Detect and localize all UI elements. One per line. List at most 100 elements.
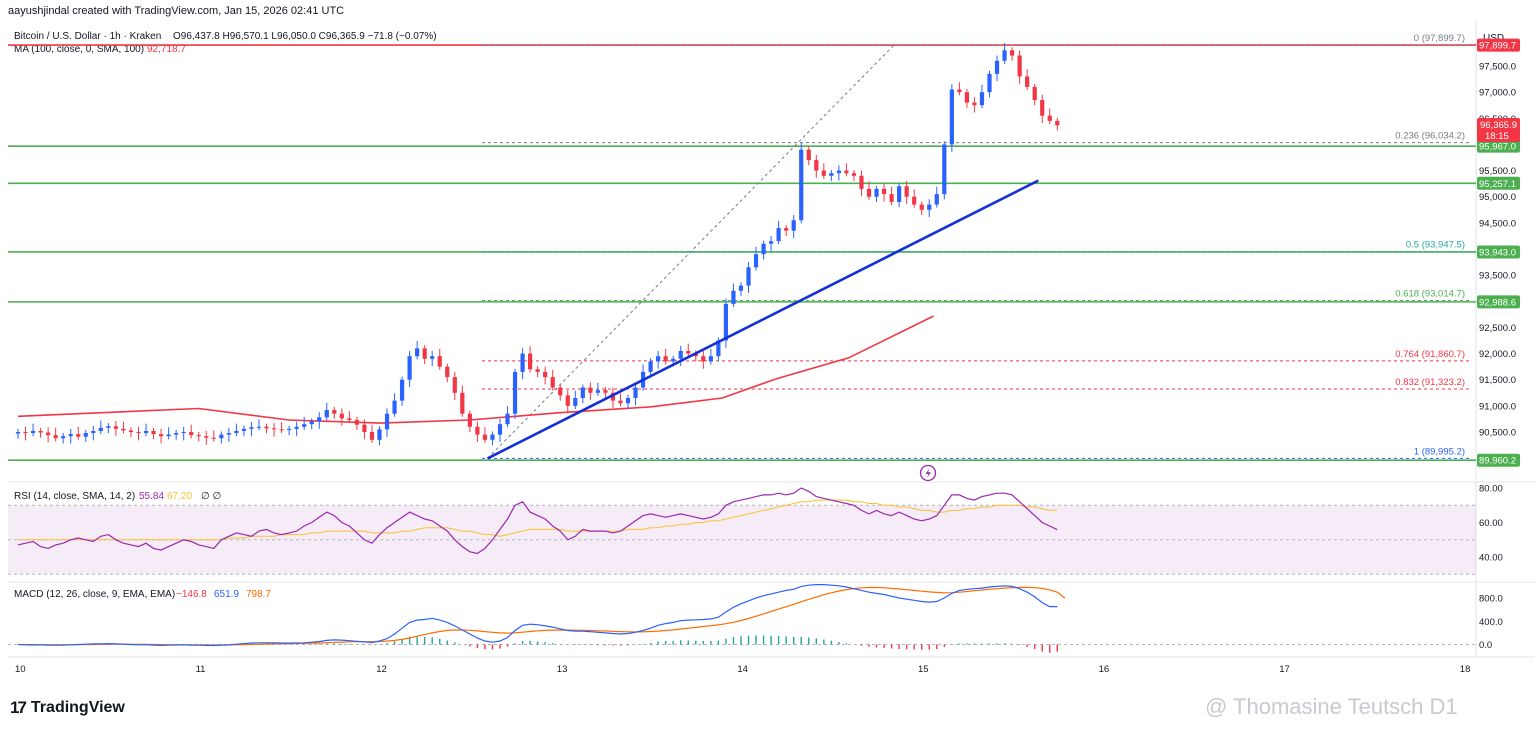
candle-body[interactable] [799,149,804,221]
candle-body[interactable] [399,379,405,401]
candle-body[interactable] [174,433,179,435]
candle-body[interactable] [121,428,126,431]
candle-body[interactable] [1055,120,1060,126]
flash-icon[interactable] [919,464,937,482]
candle-body[interactable] [686,350,691,354]
candle-body[interactable] [942,144,947,195]
candle-body[interactable] [776,228,781,242]
candle-body[interactable] [249,427,254,429]
candle-body[interactable] [30,430,36,434]
candle-body[interactable] [384,413,390,430]
candle-body[interactable] [949,89,954,145]
candle-body[interactable] [550,377,555,388]
candle-body[interactable] [512,371,518,414]
candle-body[interactable] [595,390,600,393]
candle-body[interactable] [445,366,450,378]
candle-body[interactable] [68,434,73,437]
candle-body[interactable] [98,427,103,431]
candle-body[interactable] [1025,76,1030,87]
candle-body[interactable] [136,432,141,434]
candle-body[interactable] [317,417,322,422]
candle-body[interactable] [369,432,375,440]
candle-body[interactable] [430,356,435,359]
candle-body[interactable] [897,186,902,202]
candle-body[interactable] [53,435,58,439]
currency-label[interactable]: USD [1483,33,1504,44]
candle-body[interactable] [859,175,864,189]
candle-body[interactable] [731,290,736,304]
candle-body[interactable] [708,356,713,362]
candle-body[interactable] [866,188,872,197]
candle-body[interactable] [204,436,209,438]
candle-body[interactable] [15,432,21,434]
candle-body[interactable] [83,433,88,437]
candle-body[interactable] [851,173,857,176]
candle-body[interactable] [565,395,570,406]
candle-body[interactable] [302,424,307,427]
candle-body[interactable] [746,267,751,286]
candle-body[interactable] [76,434,81,437]
candle-body[interactable] [143,430,149,434]
candle-body[interactable] [1040,99,1045,116]
candle-body[interactable] [881,188,887,195]
candle-body[interactable] [91,430,96,434]
candle-body[interactable] [226,433,231,435]
candle-body[interactable] [271,428,277,430]
candle-body[interactable] [362,424,367,432]
candle-body[interactable] [309,421,314,425]
candle-body[interactable] [377,429,382,440]
candle-body[interactable] [716,340,721,357]
candle-body[interactable] [979,92,985,106]
trend-line[interactable] [486,179,1039,460]
candle-body[interactable] [505,413,510,425]
candle-body[interactable] [761,243,766,255]
candle-body[interactable] [844,170,849,174]
candle-body[interactable] [196,435,201,437]
candle-body[interactable] [339,413,344,419]
candle-body[interactable] [987,73,992,93]
candle-body[interactable] [919,204,924,210]
candle-body[interactable] [166,434,171,437]
candle-body[interactable] [904,186,909,197]
candle-body[interactable] [927,204,932,210]
candle-body[interactable] [392,400,397,414]
candle-body[interactable] [1002,50,1007,61]
candle-body[interactable] [633,387,638,399]
candle-body[interactable] [452,377,457,393]
candle-body[interactable] [241,428,247,431]
candle-body[interactable] [415,348,420,357]
candle-body[interactable] [354,419,359,425]
candle-body[interactable] [332,410,337,414]
candle-body[interactable] [1032,86,1037,100]
candle-body[interactable] [671,358,676,362]
candle-body[interactable] [648,361,653,372]
candle-body[interactable] [181,432,186,434]
candle-body[interactable] [158,434,164,437]
candle-body[interactable] [543,371,548,378]
candle-body[interactable] [490,434,495,440]
candle-body[interactable] [769,241,774,244]
candle-body[interactable] [814,160,819,171]
candle-body[interactable] [693,353,698,357]
candle-body[interactable] [964,92,970,103]
candle-body[interactable] [347,418,352,420]
trading-chart[interactable]: Bitcoin / U.S. Dollar · 1h · Kraken O96,… [0,0,1535,690]
candle-body[interactable] [610,392,616,401]
candle-body[interactable] [528,353,533,370]
candle-body[interactable] [618,400,623,404]
candle-body[interactable] [219,434,224,439]
candle-body[interactable] [106,426,111,428]
candle-body[interactable] [407,356,412,380]
candle-body[interactable] [422,348,427,359]
candle-body[interactable] [38,430,43,433]
candle-body[interactable] [912,196,917,205]
candle-body[interactable] [1009,50,1015,56]
candle-body[interactable] [256,426,262,428]
candle-body[interactable] [836,170,841,174]
candle-body[interactable] [437,356,442,367]
candle-body[interactable] [234,430,239,434]
candle-body[interactable] [994,60,1000,74]
candle-body[interactable] [934,194,939,205]
candle-body[interactable] [189,432,194,436]
candle-body[interactable] [625,398,631,404]
